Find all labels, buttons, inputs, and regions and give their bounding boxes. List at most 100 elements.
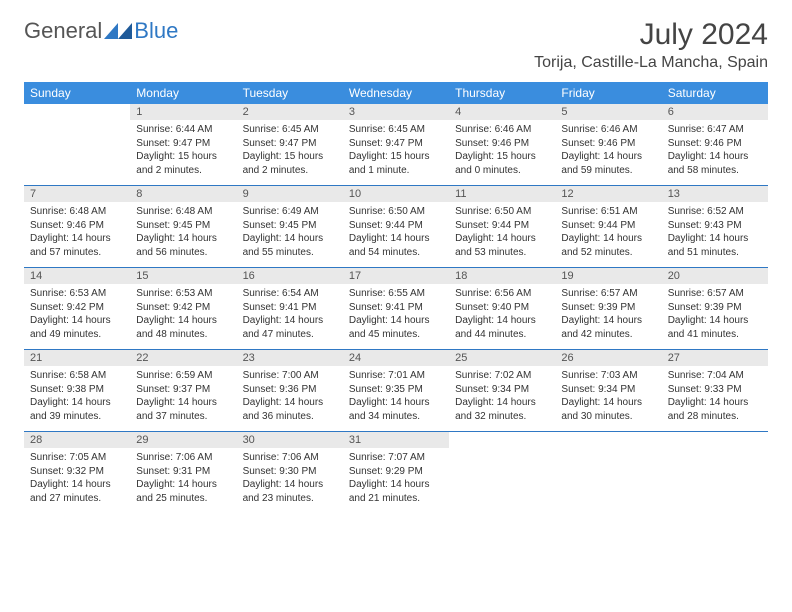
daylight-line: Daylight: 14 hours and 57 minutes. [30, 233, 111, 258]
calendar-day-cell: 31Sunrise: 7:07 AMSunset: 9:29 PMDayligh… [343, 432, 449, 514]
weekday-header-row: SundayMondayTuesdayWednesdayThursdayFrid… [24, 82, 768, 104]
daylight-line: Daylight: 14 hours and 36 minutes. [243, 397, 324, 422]
calendar-day-cell: 22Sunrise: 6:59 AMSunset: 9:37 PMDayligh… [130, 350, 236, 432]
sunrise-line: Sunrise: 7:03 AM [561, 370, 637, 381]
daylight-line: Daylight: 14 hours and 54 minutes. [349, 233, 430, 258]
sunset-line: Sunset: 9:46 PM [561, 138, 635, 149]
calendar-day-cell: 30Sunrise: 7:06 AMSunset: 9:30 PMDayligh… [237, 432, 343, 514]
sunset-line: Sunset: 9:29 PM [349, 466, 423, 477]
sunrise-line: Sunrise: 7:04 AM [668, 370, 744, 381]
sunset-line: Sunset: 9:46 PM [30, 220, 104, 231]
day-detail: Sunrise: 6:48 AMSunset: 9:46 PMDaylight:… [24, 202, 130, 267]
day-number: 22 [130, 350, 236, 366]
sunset-line: Sunset: 9:42 PM [136, 302, 210, 313]
daylight-line: Daylight: 14 hours and 25 minutes. [136, 479, 217, 504]
sunrise-line: Sunrise: 6:48 AM [136, 206, 212, 217]
day-number: 3 [343, 104, 449, 120]
sunrise-line: Sunrise: 6:53 AM [30, 288, 106, 299]
daylight-line: Daylight: 15 hours and 2 minutes. [136, 151, 217, 176]
sunset-line: Sunset: 9:36 PM [243, 384, 317, 395]
sunrise-line: Sunrise: 6:59 AM [136, 370, 212, 381]
day-detail: Sunrise: 6:58 AMSunset: 9:38 PMDaylight:… [24, 366, 130, 431]
weekday-header: Monday [130, 82, 236, 104]
day-number: 26 [555, 350, 661, 366]
day-number: 7 [24, 186, 130, 202]
calendar-day-cell: 13Sunrise: 6:52 AMSunset: 9:43 PMDayligh… [662, 186, 768, 268]
calendar-day-cell: 19Sunrise: 6:57 AMSunset: 9:39 PMDayligh… [555, 268, 661, 350]
sunset-line: Sunset: 9:46 PM [668, 138, 742, 149]
day-number: 6 [662, 104, 768, 120]
calendar-day-cell: 6 Sunrise: 6:47 AM Sunset: 9:46 PM Daylight… [662, 104, 768, 186]
day-number: 16 [237, 268, 343, 284]
day-detail: Sunrise: 6:46 AMSunset: 9:46 PMDaylight:… [449, 120, 555, 185]
day-detail: Sunrise: 6:57 AMSunset: 9:39 PMDaylight:… [555, 284, 661, 349]
day-number: 10 [343, 186, 449, 202]
sunrise-line: Sunrise: 6:56 AM [455, 288, 531, 299]
daylight-line: Daylight: 14 hours and 28 minutes. [668, 397, 749, 422]
day-number: 8 [130, 186, 236, 202]
day-detail: Sunrise: 6:45 AMSunset: 9:47 PMDaylight:… [237, 120, 343, 185]
day-detail: Sunrise: 6:57 AMSunset: 9:39 PMDaylight:… [662, 284, 768, 349]
daylight-line: Daylight: 14 hours and 58 minutes. [668, 151, 749, 176]
weekday-header: Thursday [449, 82, 555, 104]
calendar-day-cell: 15Sunrise: 6:53 AMSunset: 9:42 PMDayligh… [130, 268, 236, 350]
day-number: 30 [237, 432, 343, 448]
calendar-week-row: 14Sunrise: 6:53 AMSunset: 9:42 PMDayligh… [24, 268, 768, 350]
calendar-day-cell: 9Sunrise: 6:49 AMSunset: 9:45 PMDaylight… [237, 186, 343, 268]
sunrise-line: Sunrise: 7:06 AM [243, 452, 319, 463]
day-number: 17 [343, 268, 449, 284]
day-number: 20 [662, 268, 768, 284]
logo-flag-icon [104, 21, 132, 41]
calendar-week-row: 21Sunrise: 6:58 AMSunset: 9:38 PMDayligh… [24, 350, 768, 432]
sunset-line: Sunset: 9:45 PM [136, 220, 210, 231]
logo-text-general: General [24, 18, 102, 44]
sunset-line: Sunset: 9:40 PM [455, 302, 529, 313]
calendar-day-cell: 14Sunrise: 6:53 AMSunset: 9:42 PMDayligh… [24, 268, 130, 350]
sunrise-line: Sunrise: 7:02 AM [455, 370, 531, 381]
logo: General Blue [24, 18, 178, 44]
daylight-line: Daylight: 14 hours and 55 minutes. [243, 233, 324, 258]
daylight-line: Daylight: 14 hours and 23 minutes. [243, 479, 324, 504]
day-detail: Sunrise: 6:53 AMSunset: 9:42 PMDaylight:… [130, 284, 236, 349]
day-number: 2 [237, 104, 343, 120]
sunset-line: Sunset: 9:41 PM [349, 302, 423, 313]
day-number: 9 [237, 186, 343, 202]
sunset-line: Sunset: 9:38 PM [30, 384, 104, 395]
daylight-line: Daylight: 14 hours and 56 minutes. [136, 233, 217, 258]
day-detail: Sunrise: 7:04 AMSunset: 9:33 PMDaylight:… [662, 366, 768, 431]
day-detail: Sunrise: 6:44 AMSunset: 9:47 PMDaylight:… [130, 120, 236, 185]
day-detail: Sunrise: 6:53 AMSunset: 9:42 PMDaylight:… [24, 284, 130, 349]
day-detail: Sunrise: 6:52 AMSunset: 9:43 PMDaylight:… [662, 202, 768, 267]
calendar-day-cell: 1Sunrise: 6:44 AMSunset: 9:47 PMDaylight… [130, 104, 236, 186]
calendar-day-cell: 2Sunrise: 6:45 AMSunset: 9:47 PMDaylight… [237, 104, 343, 186]
day-number: 25 [449, 350, 555, 366]
daylight-line: Daylight: 14 hours and 37 minutes. [136, 397, 217, 422]
day-number: 4 [449, 104, 555, 120]
daylight-line: Daylight: 14 hours and 41 minutes. [668, 315, 749, 340]
sunset-line: Sunset: 9:42 PM [30, 302, 104, 313]
day-detail: Sunrise: 7:06 AMSunset: 9:31 PMDaylight:… [130, 448, 236, 513]
weekday-header: Saturday [662, 82, 768, 104]
calendar-body: 1Sunrise: 6:44 AMSunset: 9:47 PMDaylight… [24, 104, 768, 513]
sunset-line: Sunset: 9:34 PM [455, 384, 529, 395]
sunrise-line: Sunrise: 6:50 AM [455, 206, 531, 217]
sunrise-line: Sunrise: 6:49 AM [243, 206, 319, 217]
sunrise-line: Sunrise: 7:05 AM [30, 452, 106, 463]
sunset-line: Sunset: 9:47 PM [349, 138, 423, 149]
day-detail: Sunrise: 7:07 AMSunset: 9:29 PMDaylight:… [343, 448, 449, 513]
sunrise-line: Sunrise: 6:47 AM [668, 124, 744, 135]
sunset-line: Sunset: 9:41 PM [243, 302, 317, 313]
page-title: July 2024 [534, 18, 768, 52]
day-number: 1 [130, 104, 236, 120]
sunset-line: Sunset: 9:44 PM [561, 220, 635, 231]
calendar-day-cell [24, 104, 130, 186]
sunset-line: Sunset: 9:43 PM [668, 220, 742, 231]
sunset-line: Sunset: 9:31 PM [136, 466, 210, 477]
day-number: 29 [130, 432, 236, 448]
calendar-day-cell [662, 432, 768, 514]
calendar-day-cell: 7Sunrise: 6:48 AMSunset: 9:46 PMDaylight… [24, 186, 130, 268]
day-detail: Sunrise: 6:54 AMSunset: 9:41 PMDaylight:… [237, 284, 343, 349]
calendar-day-cell: 24Sunrise: 7:01 AMSunset: 9:35 PMDayligh… [343, 350, 449, 432]
header: General Blue July 2024 Torija, Castille-… [24, 18, 768, 72]
sunset-line: Sunset: 9:39 PM [561, 302, 635, 313]
